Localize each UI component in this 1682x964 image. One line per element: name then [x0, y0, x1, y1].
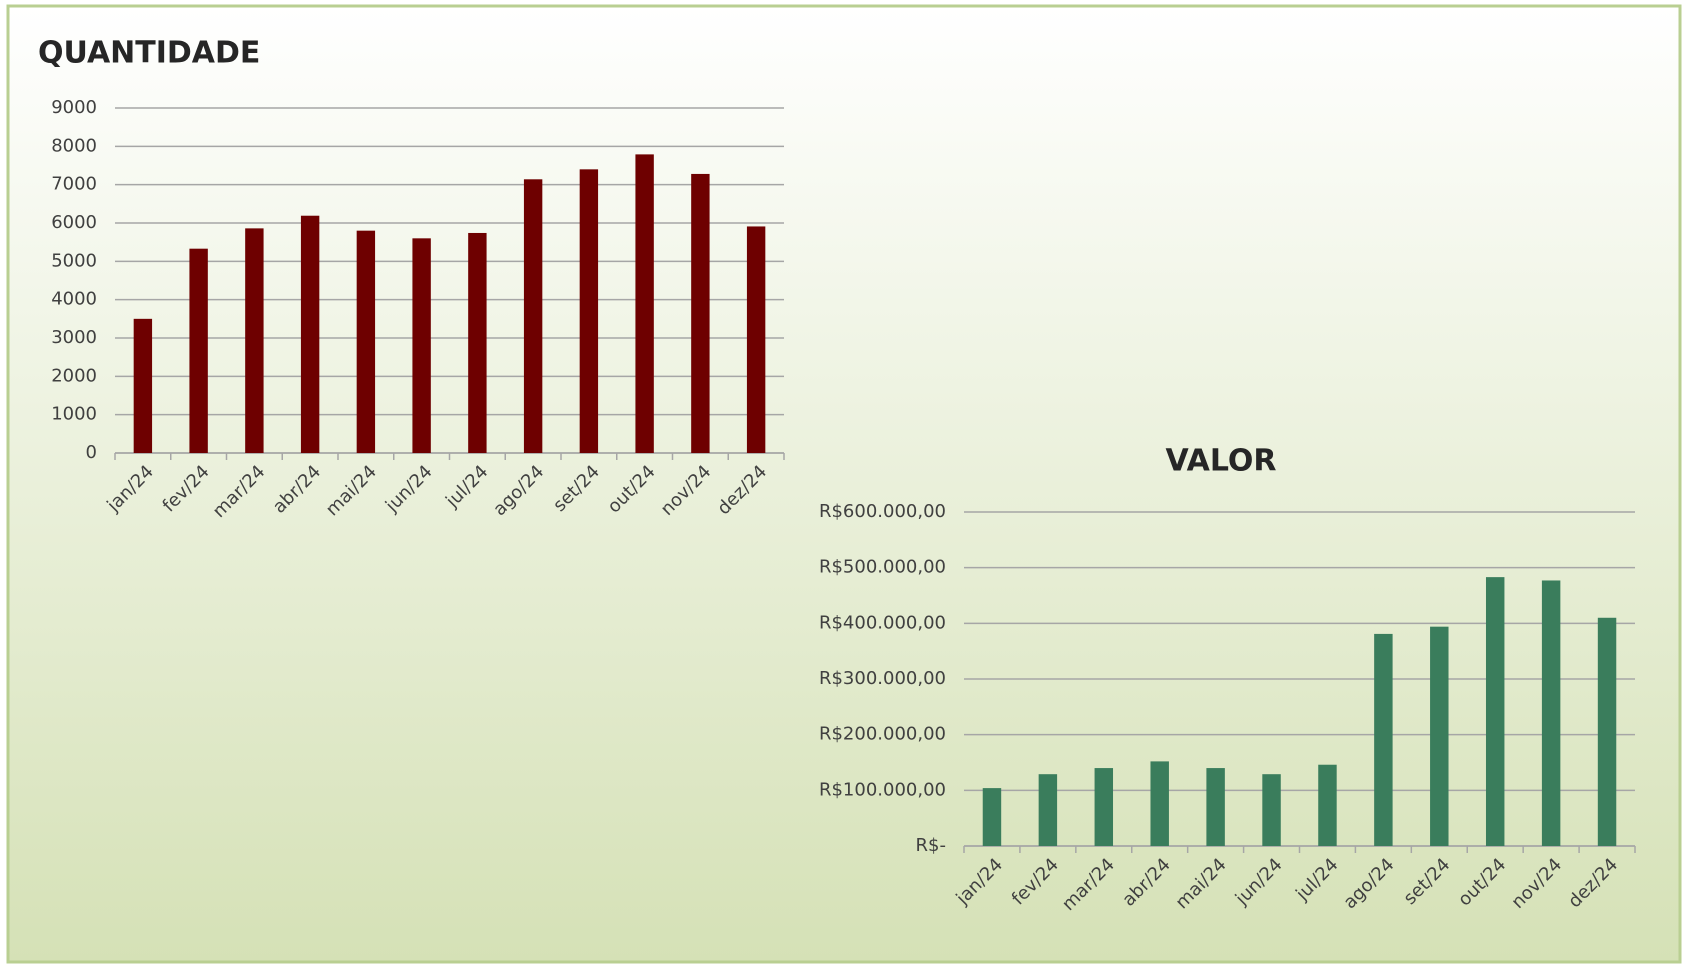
bar — [1318, 764, 1337, 846]
bar — [523, 179, 543, 454]
bar — [189, 248, 208, 453]
y-tick-label: R$100.000,00 — [819, 779, 946, 800]
y-tick-label: 3000 — [51, 327, 97, 348]
bar — [1485, 577, 1505, 846]
bar — [1094, 768, 1114, 846]
bar — [1597, 617, 1617, 846]
y-tick-label: R$600.000,00 — [819, 501, 946, 522]
y-tick-label: 4000 — [51, 289, 97, 310]
bar — [1150, 761, 1169, 846]
bar — [691, 173, 710, 453]
bar — [412, 238, 431, 453]
y-tick-label: R$- — [916, 835, 946, 856]
y-tick-label: 7000 — [51, 174, 97, 195]
bar — [746, 226, 766, 453]
bar — [133, 318, 153, 453]
y-tick-label: 5000 — [51, 250, 97, 271]
bar — [468, 232, 487, 453]
bar — [1430, 626, 1449, 846]
y-tick-label: 1000 — [51, 404, 97, 425]
y-tick-label: R$200.000,00 — [819, 724, 946, 745]
bar — [245, 228, 264, 453]
bar — [1374, 633, 1393, 846]
bar — [1038, 774, 1058, 846]
bar — [635, 154, 654, 453]
y-tick-label: R$400.000,00 — [819, 612, 946, 633]
bar — [1262, 774, 1281, 846]
y-tick-label: R$300.000,00 — [819, 668, 946, 689]
bar — [300, 215, 320, 453]
bar — [356, 230, 376, 453]
bar — [982, 788, 1002, 846]
y-tick-label: R$500.000,00 — [819, 557, 946, 578]
y-tick-label: 6000 — [51, 212, 97, 233]
y-tick-label: 9000 — [51, 97, 97, 118]
chart-title: QUANTIDADE — [38, 36, 260, 71]
y-tick-label: 0 — [86, 442, 97, 463]
y-tick-label: 8000 — [51, 135, 97, 156]
background — [6, 4, 1682, 964]
y-tick-label: 2000 — [51, 365, 97, 386]
chart-title: VALOR — [1165, 444, 1276, 479]
bar — [579, 169, 599, 454]
bar — [1541, 580, 1561, 846]
bar — [1206, 768, 1225, 846]
